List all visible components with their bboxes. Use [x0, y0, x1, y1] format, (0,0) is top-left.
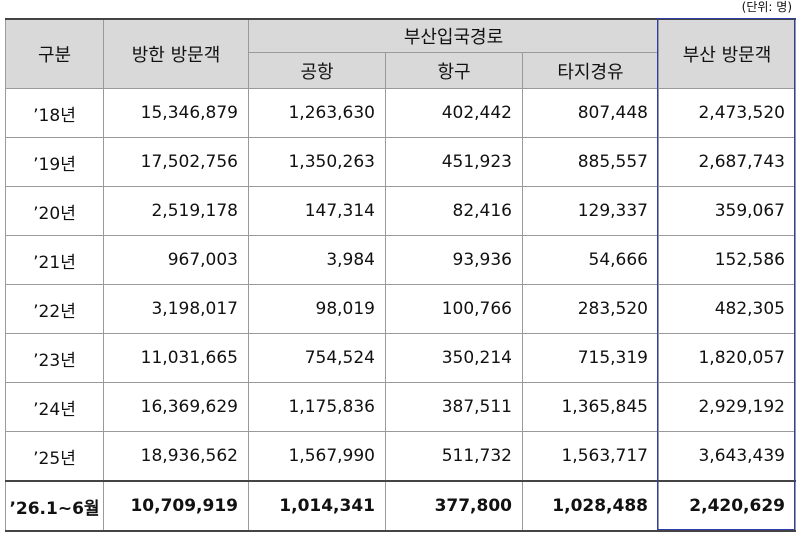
unit-note: (단위: 명): [741, 0, 792, 14]
cell: 967,003: [103, 235, 249, 285]
row-label: ’26.1~6월: [5, 480, 104, 532]
cell: 1,014,341: [248, 480, 386, 532]
table-row: ’19년 17,502,756 1,350,263 451,923 885,557 2,6…: [5, 137, 796, 187]
table-row: ’23년 11,031,665 754,524 350,214 715,319 1,820…: [5, 333, 796, 383]
cell: 93,936: [385, 235, 523, 285]
cell: 11,031,665: [103, 333, 249, 383]
table-row: ’22년 3,198,017 98,019 100,766 283,520 482,305: [5, 284, 796, 334]
cell: 54,666: [522, 235, 659, 285]
cell: 283,520: [522, 284, 659, 334]
cell: 1,567,990: [248, 431, 386, 482]
header-cell: 부산입국경로: [248, 18, 659, 53]
row-label: ’25년: [5, 431, 104, 482]
cell: 147,314: [248, 186, 386, 236]
cell: 2,420,629: [658, 480, 796, 532]
cell: 3,198,017: [103, 284, 249, 334]
cell: 98,019: [248, 284, 386, 334]
cell: 2,929,192: [658, 382, 796, 432]
row-label: ’22년: [5, 284, 104, 334]
table-row: ’25년 18,936,562 1,567,990 511,732 1,563,717 3…: [5, 431, 796, 482]
header-cell: 구분: [5, 18, 104, 89]
cell: 1,820,057: [658, 333, 796, 383]
cell: 3,643,439: [658, 431, 796, 482]
table-row: ’21년 967,003 3,984 93,936 54,666 152,586: [5, 235, 796, 285]
cell: 2,473,520: [658, 88, 796, 138]
cell: 377,800: [385, 480, 523, 532]
table: 구분 방한 방문객 부산입국경로 부산 방문객 공항 항구 타지경유 ’18년 1…: [5, 18, 796, 532]
table-row: ’18년 15,346,879 1,263,630 402,442 807,448 2,4…: [5, 88, 796, 138]
cell: 129,337: [522, 186, 659, 236]
cell: 807,448: [522, 88, 659, 138]
cell: 402,442: [385, 88, 523, 138]
cell: 18,936,562: [103, 431, 249, 482]
cell: 2,519,178: [103, 186, 249, 236]
cell: 350,214: [385, 333, 523, 383]
table-body: ’18년 15,346,879 1,263,630 402,442 807,448 2,4…: [5, 88, 796, 532]
cell: 1,175,836: [248, 382, 386, 432]
header-cell: 항구: [385, 52, 523, 89]
row-label: ’18년: [5, 88, 104, 138]
table-row: ’24년 16,369,629 1,175,836 387,511 1,365,845 2…: [5, 382, 796, 432]
cell: 754,524: [248, 333, 386, 383]
header-cell: 부산 방문객: [658, 18, 796, 89]
row-label: ’20년: [5, 186, 104, 236]
cell: 17,502,756: [103, 137, 249, 187]
cell: 359,067: [658, 186, 796, 236]
header-cell: 타지경유: [522, 52, 659, 89]
row-label: ’19년: [5, 137, 104, 187]
row-label: ’24년: [5, 382, 104, 432]
cell: 715,319: [522, 333, 659, 383]
cell: 10,709,919: [103, 480, 249, 532]
cell: 1,028,488: [522, 480, 659, 532]
cell: 1,263,630: [248, 88, 386, 138]
cell: 82,416: [385, 186, 523, 236]
cell: 451,923: [385, 137, 523, 187]
cell: 3,984: [248, 235, 386, 285]
cell: 15,346,879: [103, 88, 249, 138]
cell: 885,557: [522, 137, 659, 187]
row-label: ’21년: [5, 235, 104, 285]
cell: 482,305: [658, 284, 796, 334]
table-row: ’26.1~6월 10,709,919 1,014,341 377,800 1,028,…: [5, 480, 796, 532]
row-label: ’23년: [5, 333, 104, 383]
cell: 511,732: [385, 431, 523, 482]
cell: 100,766: [385, 284, 523, 334]
cell: 16,369,629: [103, 382, 249, 432]
cell: 2,687,743: [658, 137, 796, 187]
table-row: ’20년 2,519,178 147,314 82,416 129,337 359,067: [5, 186, 796, 236]
cell: 152,586: [658, 235, 796, 285]
header-cell: 방한 방문객: [103, 18, 249, 89]
cell: 387,511: [385, 382, 523, 432]
cell: 1,563,717: [522, 431, 659, 482]
cell: 1,350,263: [248, 137, 386, 187]
header-cell: 공항: [248, 52, 386, 89]
cell: 1,365,845: [522, 382, 659, 432]
